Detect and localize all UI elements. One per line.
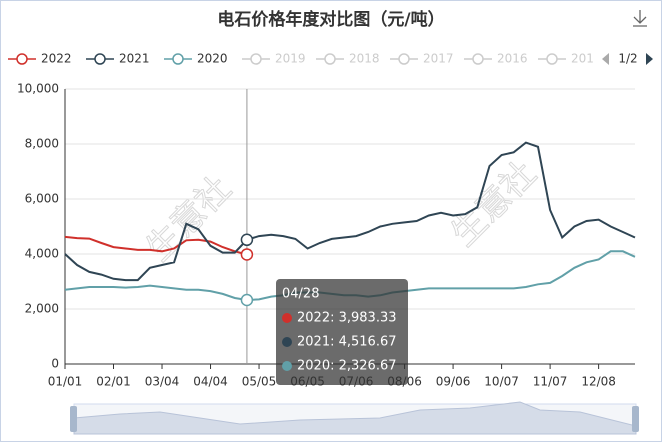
tooltip-marker <box>282 337 292 347</box>
x-tick-label: 02/01 <box>96 375 131 389</box>
legend-symbol <box>324 53 336 65</box>
download-icon[interactable] <box>633 10 647 27</box>
legend-label[interactable]: 2020 <box>197 52 228 66</box>
tooltip-box <box>276 279 408 385</box>
series-line <box>64 141 636 282</box>
legend-label[interactable]: 2016 <box>497 52 528 66</box>
tooltip-item: 2022: 3,983.33 <box>297 311 397 326</box>
legend-symbol <box>172 53 184 65</box>
y-tick-label: 8,000 <box>25 137 59 151</box>
x-tick-label: 12/08 <box>581 375 616 389</box>
chart-title: 电石价格年度对比图（元/吨） <box>217 9 444 30</box>
legend-symbol <box>546 53 558 65</box>
hover-point <box>240 233 254 247</box>
legend-symbol <box>16 53 28 65</box>
x-tick-label: 01/01 <box>48 375 83 389</box>
data-zoom[interactable] <box>70 401 639 435</box>
y-tick-label: 10,000 <box>17 82 59 96</box>
x-tick-label: 05/05 <box>242 375 277 389</box>
zoom-handle-left[interactable] <box>70 406 77 432</box>
tooltip-item: 2020: 2,326.67 <box>297 359 397 374</box>
tooltip-marker <box>282 361 292 371</box>
x-tick-label: 11/07 <box>533 375 568 389</box>
x-tick-label: 04/04 <box>193 375 228 389</box>
legend-symbol <box>250 53 262 65</box>
series-line <box>64 235 248 256</box>
legend-label[interactable]: 2018 <box>349 52 380 66</box>
legend-prev[interactable] <box>602 53 609 65</box>
hover-point <box>240 248 254 261</box>
tooltip-title: 04/28 <box>282 287 319 302</box>
legend-page: 1/2 <box>618 52 637 66</box>
legend-label[interactable]: 201 <box>571 52 594 66</box>
legend: 2022 2021 2020 2019 2018 2017 2016 201 1/2 <box>8 52 653 66</box>
x-tick-label: 10/07 <box>484 375 519 389</box>
y-tick-label: 4,000 <box>25 247 59 261</box>
legend-label[interactable]: 2019 <box>275 52 306 66</box>
zoom-handle-right[interactable] <box>632 406 639 432</box>
x-tick-label: 09/06 <box>436 375 471 389</box>
y-tick-label: 6,000 <box>25 192 59 206</box>
legend-next[interactable] <box>646 53 653 65</box>
tooltip-item: 2021: 4,516.67 <box>297 335 397 350</box>
legend-label[interactable]: 2021 <box>119 52 150 66</box>
legend-symbol <box>398 53 410 65</box>
legend-symbol <box>94 53 106 65</box>
legend-label[interactable]: 2017 <box>423 52 454 66</box>
legend-label[interactable]: 2022 <box>41 52 72 66</box>
tooltip-marker <box>282 313 292 323</box>
y-tick-label: 2,000 <box>25 302 59 316</box>
legend-symbol <box>472 53 484 65</box>
download-glyph[interactable] <box>633 10 647 27</box>
y-tick-label: 0 <box>51 357 59 371</box>
hover-point <box>240 293 254 307</box>
x-tick-label: 03/04 <box>145 375 180 389</box>
